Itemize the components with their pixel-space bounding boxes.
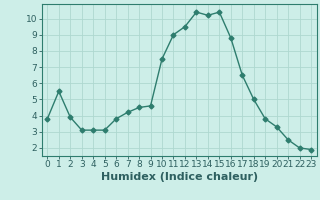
X-axis label: Humidex (Indice chaleur): Humidex (Indice chaleur): [100, 172, 258, 182]
